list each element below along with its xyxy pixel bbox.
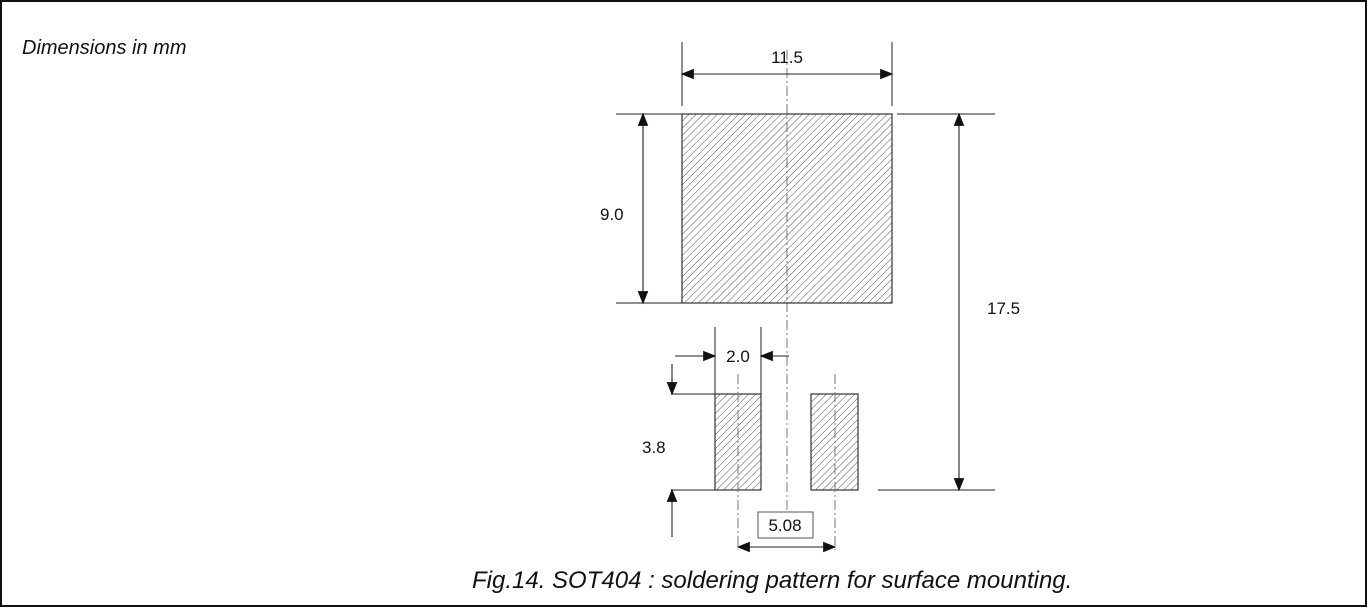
large-pad-width-label: 11.5 (771, 48, 803, 67)
large-pad-height-label: 9.0 (600, 205, 624, 224)
figure-caption: Fig.14. SOT404 : soldering pattern for s… (472, 567, 1073, 594)
large-solder-pad (681, 113, 893, 304)
small-pad-height-label: 3.8 (642, 438, 666, 457)
overall-height-label: 17.5 (987, 299, 1020, 318)
small-pad-width-label: 2.0 (726, 347, 750, 366)
pad-pitch-label: 5.08 (768, 516, 801, 535)
units-label: Dimensions in mm (22, 37, 187, 59)
pad-pitch-label-box (757, 511, 814, 539)
